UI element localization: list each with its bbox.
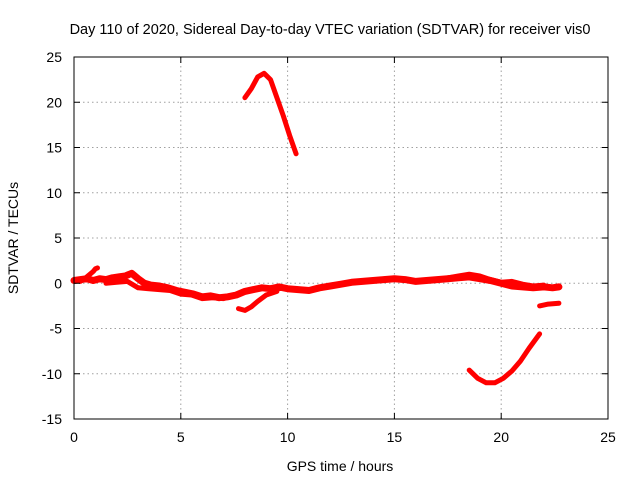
y-tick-label: -5 xyxy=(50,321,63,337)
y-tick-label: 20 xyxy=(46,94,62,110)
plot-series xyxy=(70,70,563,386)
series-arc-low xyxy=(466,331,543,386)
grid xyxy=(74,57,608,419)
x-tick-label: 0 xyxy=(70,429,78,445)
y-tick-label: 25 xyxy=(46,49,62,65)
series-dip-8h xyxy=(236,288,280,313)
x-tick-label: 20 xyxy=(493,429,509,445)
y-tick-label: 10 xyxy=(46,185,62,201)
y-tick-label: -10 xyxy=(42,366,62,382)
x-tick-label: 15 xyxy=(387,429,403,445)
series-baseline-lower xyxy=(103,278,237,302)
series-baseline-upper xyxy=(445,271,547,289)
y-tick-label: 15 xyxy=(46,140,62,156)
y-axis-label: SDTVAR / TECUs xyxy=(5,182,21,294)
series-baseline xyxy=(70,269,563,302)
series-start-spike xyxy=(77,265,100,284)
y-tick-label: 0 xyxy=(54,275,62,291)
series-arc-high xyxy=(242,70,299,157)
y-tick-label: -15 xyxy=(42,411,62,427)
x-tick-label: 5 xyxy=(177,429,185,445)
axis-ticks: 0 5 10 15 20 25 -15 -10 -5 0 5 10 15 20 25 xyxy=(42,49,616,445)
x-tick-label: 25 xyxy=(600,429,616,445)
series-end-tail xyxy=(537,300,562,309)
y-tick-label: 5 xyxy=(54,230,62,246)
x-axis-label: GPS time / hours xyxy=(287,458,394,474)
x-tick-label: 10 xyxy=(280,429,296,445)
chart-title: Day 110 of 2020, Sidereal Day-to-day VTE… xyxy=(70,22,591,38)
